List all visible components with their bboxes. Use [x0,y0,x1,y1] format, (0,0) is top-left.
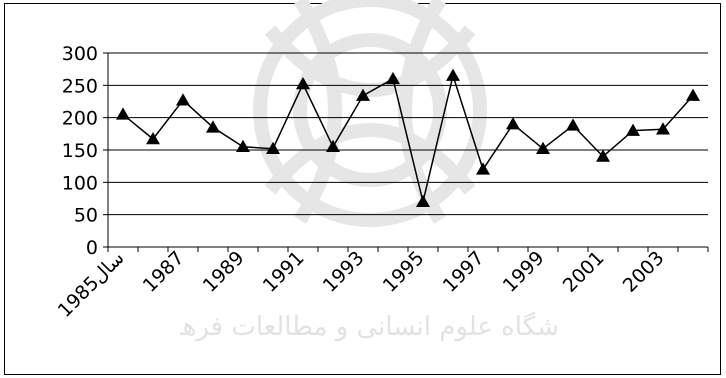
data-point-marker [266,141,280,154]
x-tick-label: 1999 [499,247,549,297]
y-tick-label: 0 [86,237,98,259]
data-point-marker [146,132,160,145]
y-tick-label: 100 [62,172,98,194]
data-point-marker [566,118,580,131]
data-point-marker [686,88,700,101]
y-tick-label: 150 [62,140,98,162]
x-tick-label: 1991 [259,247,309,297]
data-point-marker [386,71,400,85]
data-point-marker [356,88,370,101]
y-tick-label: 200 [62,108,98,130]
data-point-marker [236,139,250,153]
x-tick-label: 1995 [379,247,429,297]
x-tick-label: 1993 [319,247,369,297]
gridlines [108,52,708,216]
watermark-logo: پرو شگاه علوم انسانی و مطالعات فرهنگی [180,0,560,342]
data-point-marker [206,120,220,133]
data-point-marker [176,93,190,106]
y-tick-label: 300 [62,43,98,65]
x-tick-label: 2001 [559,247,609,297]
data-point-marker [506,117,520,130]
data-point-marker [626,123,640,136]
data-point-marker [656,122,670,135]
series-line [116,68,700,207]
y-axis-ticks: 0 50 100 150 200 250 300 [62,43,108,259]
data-point-marker [296,77,310,90]
x-axis-ticks: 1985سال 1987 1989 1991 1993 1995 1997 1999 2001 2… [54,247,709,322]
data-point-marker [476,162,490,175]
data-point-marker [116,107,130,120]
x-tick-label: 1997 [439,247,489,297]
watermark-text: پرو شگاه علوم انسانی و مطالعات فرهنگی [180,311,560,342]
x-tick-label: 1989 [199,247,249,297]
data-point-marker [446,68,460,81]
data-point-marker [416,194,430,207]
y-tick-label: 250 [62,75,98,97]
data-point-marker [536,141,550,154]
x-tick-label: 1987 [139,247,189,297]
data-point-marker [326,139,340,153]
y-tick-label: 50 [74,205,98,227]
x-tick-label: 2003 [619,247,669,297]
data-point-marker [596,149,610,162]
